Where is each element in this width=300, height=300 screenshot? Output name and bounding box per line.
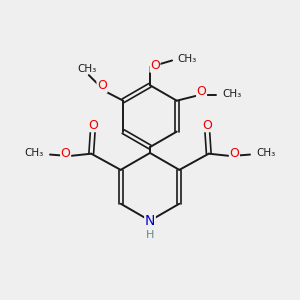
Text: O: O bbox=[196, 85, 206, 98]
Text: O: O bbox=[97, 80, 107, 92]
Text: CH₃: CH₃ bbox=[177, 54, 196, 64]
Text: O: O bbox=[150, 59, 160, 72]
Text: CH₃: CH₃ bbox=[222, 89, 242, 99]
Text: CH₃: CH₃ bbox=[256, 148, 275, 158]
Text: O: O bbox=[202, 118, 212, 132]
Text: O: O bbox=[61, 147, 70, 160]
Text: H: H bbox=[146, 230, 154, 240]
Text: N: N bbox=[145, 214, 155, 228]
Text: CH₃: CH₃ bbox=[25, 148, 44, 158]
Text: CH₃: CH₃ bbox=[78, 64, 97, 74]
Text: O: O bbox=[88, 118, 98, 132]
Text: O: O bbox=[230, 147, 239, 160]
